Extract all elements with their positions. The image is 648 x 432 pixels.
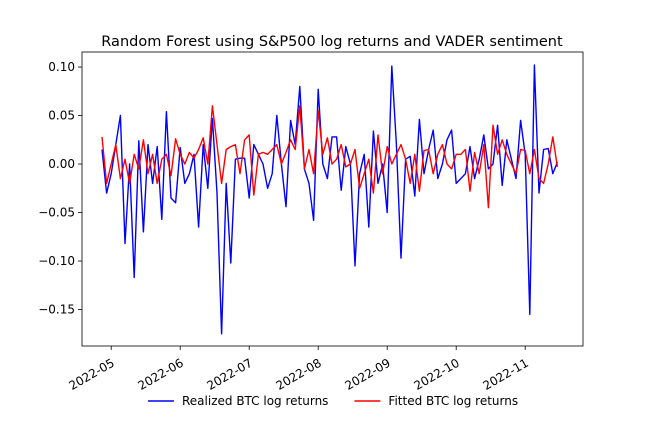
- y-tick-label: 0.00: [48, 157, 75, 171]
- legend-label: Fitted BTC log returns: [388, 394, 518, 408]
- series-line: [101, 64, 559, 335]
- y-tick-label: −0.15: [38, 303, 75, 317]
- y-tick-label: −0.05: [38, 206, 75, 220]
- y-tick-label: 0.05: [48, 109, 75, 123]
- series-line: [101, 105, 559, 209]
- plot-area: [101, 64, 559, 335]
- legend-label: Realized BTC log returns: [182, 394, 328, 408]
- axes-frame: [81, 51, 584, 347]
- y-tick-label: 0.10: [48, 60, 75, 74]
- y-tick-label: −0.10: [38, 254, 75, 268]
- chart-title: Random Forest using S&P500 log returns a…: [101, 34, 563, 50]
